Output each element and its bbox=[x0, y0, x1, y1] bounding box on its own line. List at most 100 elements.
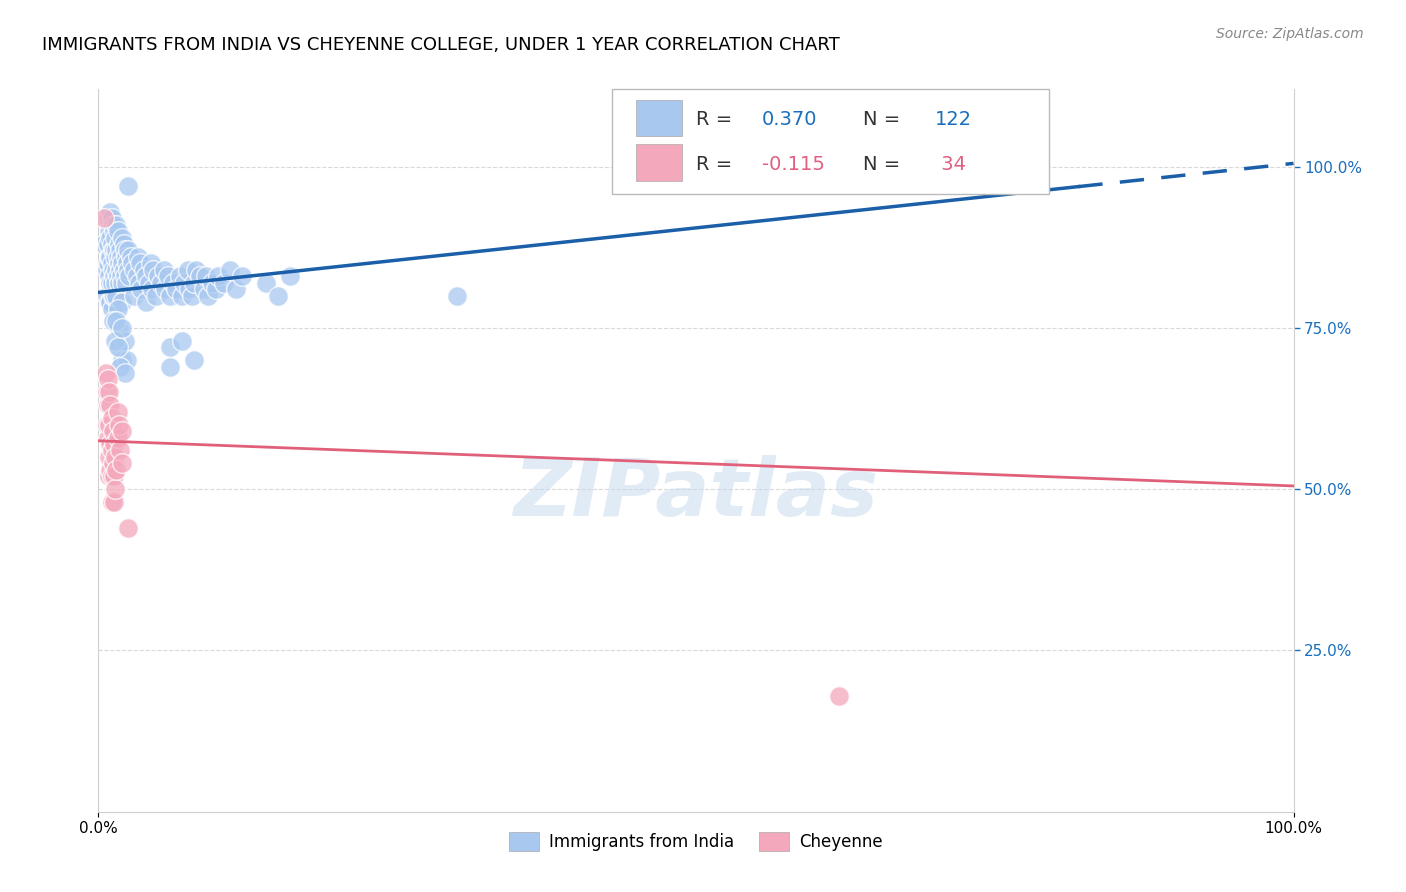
Point bbox=[183, 353, 205, 368]
Text: 122: 122 bbox=[935, 110, 972, 128]
Point bbox=[103, 288, 125, 302]
Point bbox=[111, 424, 134, 438]
Point bbox=[112, 237, 135, 252]
Point bbox=[97, 398, 120, 412]
Point bbox=[98, 463, 122, 477]
Text: R =: R = bbox=[696, 154, 738, 174]
Point bbox=[96, 417, 118, 432]
Point bbox=[98, 250, 121, 264]
Point bbox=[108, 443, 131, 458]
Point bbox=[105, 314, 128, 328]
Point bbox=[121, 256, 143, 270]
Point bbox=[97, 237, 120, 252]
Point bbox=[172, 334, 194, 348]
Point bbox=[114, 334, 136, 348]
Point bbox=[188, 269, 211, 284]
Point bbox=[105, 244, 128, 258]
Text: R =: R = bbox=[696, 110, 738, 128]
Point bbox=[107, 256, 129, 270]
Point bbox=[98, 437, 122, 451]
Point bbox=[100, 495, 122, 509]
Point bbox=[165, 282, 187, 296]
Point bbox=[172, 288, 194, 302]
Point bbox=[108, 263, 131, 277]
Point bbox=[104, 482, 127, 496]
FancyBboxPatch shape bbox=[637, 100, 682, 136]
Point bbox=[193, 282, 215, 296]
Point bbox=[97, 372, 120, 386]
Point bbox=[108, 340, 131, 354]
Point bbox=[254, 276, 277, 290]
Point bbox=[108, 244, 131, 258]
Point bbox=[148, 269, 170, 284]
Point bbox=[111, 353, 134, 368]
Point bbox=[104, 334, 127, 348]
Point bbox=[111, 230, 134, 244]
Point bbox=[96, 263, 118, 277]
Legend: Immigrants from India, Cheyenne: Immigrants from India, Cheyenne bbox=[502, 825, 890, 857]
Point bbox=[117, 178, 139, 193]
Point bbox=[267, 288, 290, 302]
Point bbox=[114, 244, 136, 258]
Point bbox=[142, 263, 165, 277]
Point bbox=[111, 321, 134, 335]
Point bbox=[98, 398, 122, 412]
Point bbox=[97, 211, 120, 226]
Point bbox=[98, 204, 122, 219]
Point bbox=[107, 237, 129, 252]
Point bbox=[94, 366, 117, 380]
Point bbox=[115, 250, 138, 264]
Point bbox=[103, 224, 125, 238]
Point bbox=[114, 366, 136, 380]
Text: -0.115: -0.115 bbox=[762, 154, 824, 174]
Point bbox=[98, 276, 122, 290]
Point bbox=[127, 250, 149, 264]
Point bbox=[125, 269, 148, 284]
Point bbox=[98, 417, 121, 432]
Point bbox=[98, 385, 121, 400]
Point bbox=[100, 211, 122, 226]
Point bbox=[98, 250, 122, 264]
Text: 34: 34 bbox=[935, 154, 966, 174]
Point bbox=[110, 269, 132, 284]
Point bbox=[101, 244, 124, 258]
Point bbox=[180, 288, 202, 302]
Point bbox=[115, 353, 138, 368]
Point bbox=[159, 288, 181, 302]
Point bbox=[93, 211, 115, 226]
Point bbox=[162, 276, 184, 290]
Point bbox=[100, 411, 122, 425]
Point bbox=[111, 456, 134, 470]
Point bbox=[107, 269, 129, 284]
Point bbox=[107, 405, 129, 419]
Point bbox=[107, 431, 129, 445]
Point bbox=[212, 276, 235, 290]
Point bbox=[169, 269, 191, 284]
Point bbox=[105, 263, 128, 277]
Text: Source: ZipAtlas.com: Source: ZipAtlas.com bbox=[1216, 27, 1364, 41]
Point bbox=[98, 469, 121, 483]
Point bbox=[446, 288, 468, 302]
Point bbox=[197, 288, 219, 302]
Point bbox=[131, 282, 153, 296]
FancyBboxPatch shape bbox=[637, 145, 682, 180]
Point bbox=[124, 288, 146, 302]
Point bbox=[179, 282, 201, 296]
Point bbox=[97, 431, 120, 445]
Point bbox=[828, 689, 851, 703]
Point bbox=[124, 263, 146, 277]
Point bbox=[101, 218, 124, 232]
Point bbox=[98, 269, 121, 284]
Text: N =: N = bbox=[863, 154, 907, 174]
Point bbox=[186, 263, 208, 277]
Point bbox=[141, 282, 163, 296]
Point bbox=[104, 230, 127, 244]
Point bbox=[104, 250, 127, 264]
Point bbox=[105, 288, 128, 302]
Point bbox=[93, 237, 115, 252]
Point bbox=[103, 469, 125, 483]
Point bbox=[155, 282, 177, 296]
Point bbox=[120, 250, 142, 264]
Point bbox=[107, 417, 129, 432]
Point bbox=[105, 463, 128, 477]
